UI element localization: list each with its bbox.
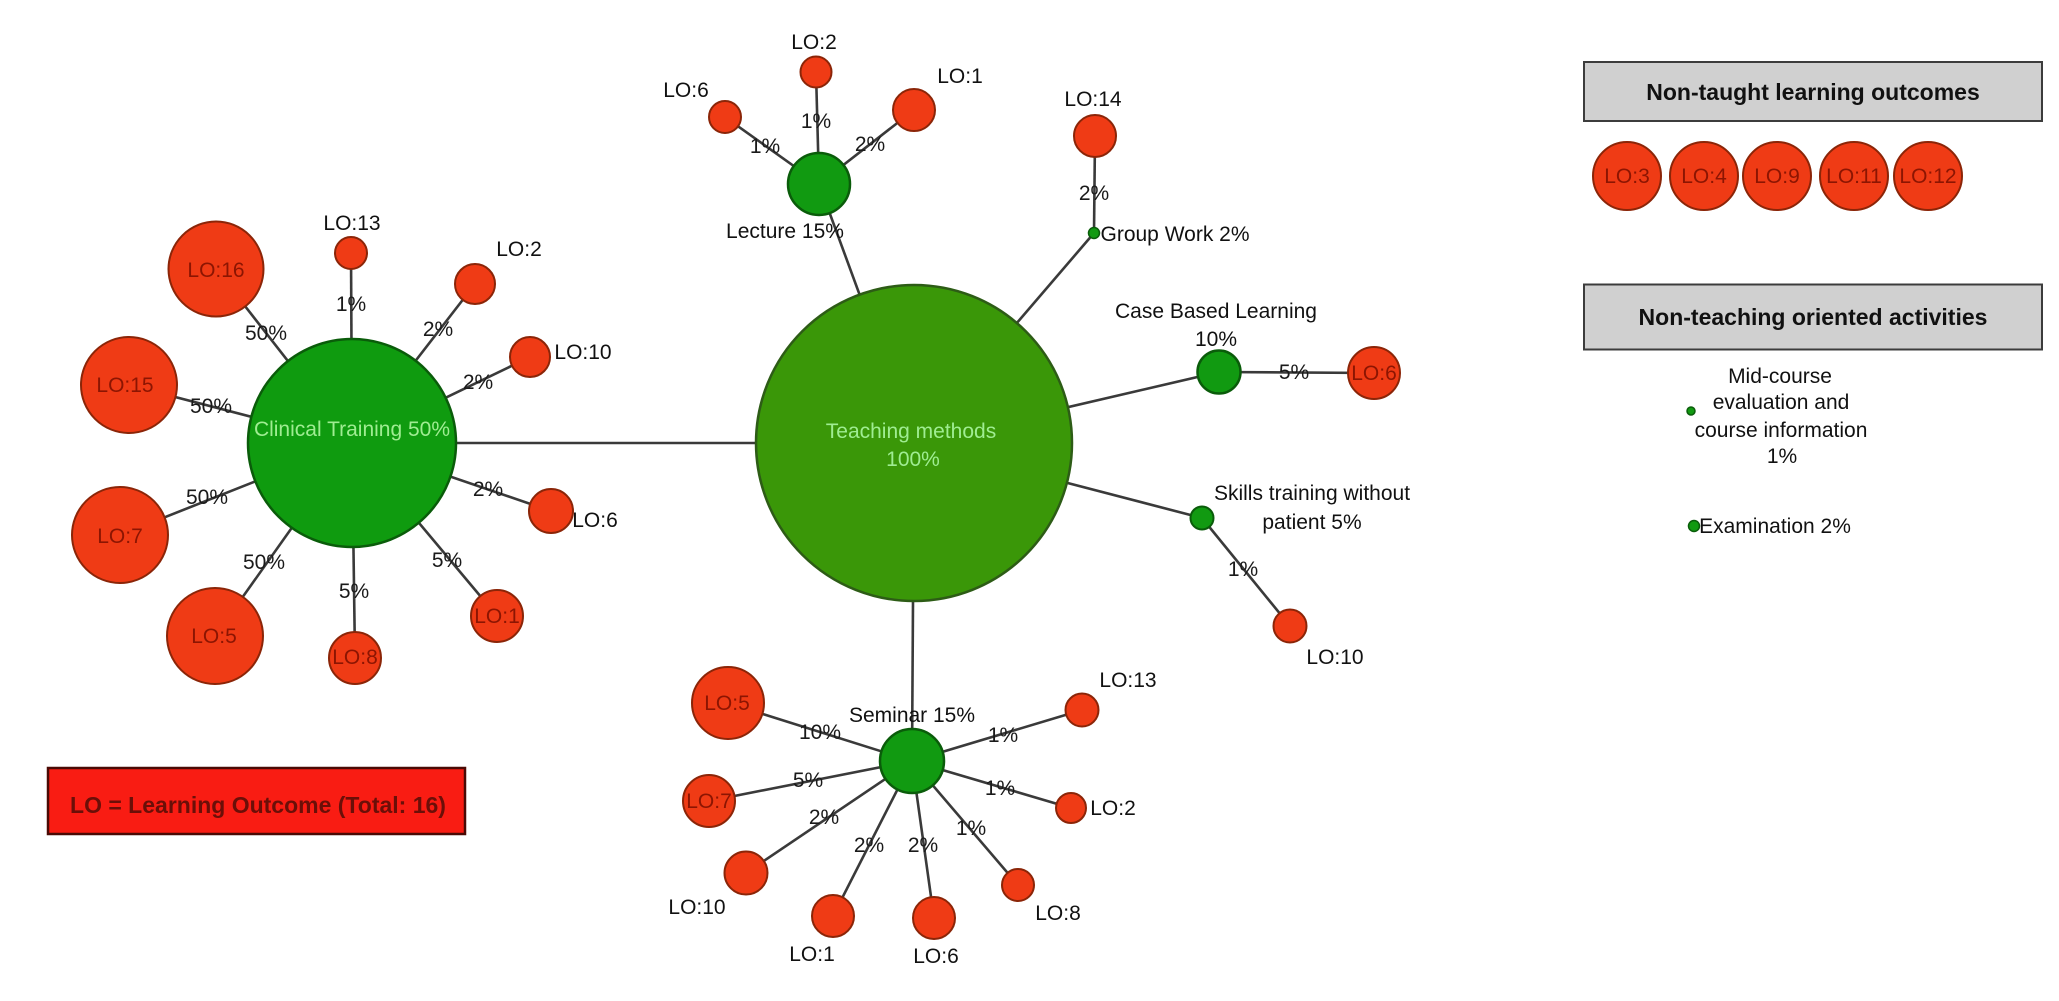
svg-text:LO:6: LO:6: [1351, 362, 1397, 385]
svg-text:2%: 2%: [855, 133, 885, 156]
svg-text:Group Work 2%: Group Work 2%: [1101, 223, 1250, 246]
svg-text:LO = Learning Outcome (Total:: LO = Learning Outcome (Total: 16): [70, 792, 446, 818]
svg-text:LO:5: LO:5: [191, 625, 237, 648]
svg-text:LO:15: LO:15: [96, 374, 153, 397]
svg-text:LO:2: LO:2: [791, 31, 837, 54]
svg-text:LO:10: LO:10: [668, 896, 725, 919]
svg-text:LO:2: LO:2: [1090, 797, 1136, 820]
svg-text:LO:1: LO:1: [474, 605, 520, 628]
svg-text:2%: 2%: [809, 806, 839, 829]
svg-text:1%: 1%: [1767, 445, 1797, 468]
svg-text:LO:7: LO:7: [97, 525, 143, 548]
svg-text:LO:5: LO:5: [704, 692, 750, 715]
svg-text:LO:16: LO:16: [187, 259, 244, 282]
svg-text:10%: 10%: [799, 721, 841, 744]
svg-text:5%: 5%: [793, 769, 823, 792]
svg-text:LO:12: LO:12: [1899, 165, 1956, 188]
svg-text:LO:7: LO:7: [686, 790, 732, 813]
svg-text:5%: 5%: [339, 580, 369, 603]
svg-text:Mid-course: Mid-course: [1728, 365, 1832, 388]
svg-text:Non-teaching oriented activiti: Non-teaching oriented activities: [1639, 304, 1988, 330]
svg-text:1%: 1%: [336, 293, 366, 316]
svg-text:1%: 1%: [988, 724, 1018, 747]
svg-text:Clinical Training 50%: Clinical Training 50%: [254, 418, 450, 441]
svg-text:1%: 1%: [750, 135, 780, 158]
svg-text:LO:8: LO:8: [332, 646, 378, 669]
svg-text:Examination 2%: Examination 2%: [1699, 515, 1851, 538]
svg-text:2%: 2%: [908, 834, 938, 857]
svg-text:50%: 50%: [190, 395, 232, 418]
svg-text:1%: 1%: [985, 777, 1015, 800]
svg-text:LO:1: LO:1: [937, 65, 983, 88]
svg-text:LO:8: LO:8: [1035, 902, 1081, 925]
svg-text:50%: 50%: [186, 486, 228, 509]
svg-text:Teaching methods: Teaching methods: [826, 420, 996, 443]
svg-text:1%: 1%: [1228, 558, 1258, 581]
svg-text:1%: 1%: [801, 110, 831, 133]
svg-text:LO:6: LO:6: [913, 945, 959, 968]
svg-text:5%: 5%: [1279, 361, 1309, 384]
svg-text:1%: 1%: [956, 817, 986, 840]
svg-text:LO:13: LO:13: [1099, 669, 1156, 692]
svg-text:50%: 50%: [243, 551, 285, 574]
svg-text:2%: 2%: [423, 318, 453, 341]
svg-text:100%: 100%: [886, 448, 940, 471]
svg-text:LO:11: LO:11: [1826, 165, 1882, 188]
svg-text:Seminar 15%: Seminar 15%: [849, 704, 975, 727]
svg-text:LO:4: LO:4: [1681, 165, 1727, 188]
svg-text:LO:13: LO:13: [323, 212, 380, 235]
svg-text:patient 5%: patient 5%: [1262, 511, 1361, 534]
svg-text:LO:6: LO:6: [663, 79, 709, 102]
svg-text:LO:6: LO:6: [572, 509, 618, 532]
svg-text:Lecture 15%: Lecture 15%: [726, 220, 844, 243]
svg-text:LO:14: LO:14: [1064, 88, 1122, 111]
svg-text:2%: 2%: [473, 478, 503, 501]
svg-text:LO:1: LO:1: [789, 943, 835, 966]
svg-text:LO:2: LO:2: [496, 238, 542, 261]
svg-text:course information: course information: [1695, 419, 1868, 442]
svg-text:LO:9: LO:9: [1754, 165, 1800, 188]
svg-text:2%: 2%: [854, 834, 884, 857]
svg-text:50%: 50%: [245, 322, 287, 345]
svg-text:LO:10: LO:10: [554, 341, 611, 364]
svg-text:2%: 2%: [1079, 182, 1109, 205]
svg-text:LO:3: LO:3: [1604, 165, 1650, 188]
svg-text:5%: 5%: [432, 549, 462, 572]
svg-text:2%: 2%: [463, 371, 493, 394]
svg-text:Skills training without: Skills training without: [1214, 482, 1410, 505]
svg-text:LO:10: LO:10: [1306, 646, 1363, 669]
svg-text:evaluation and: evaluation and: [1713, 391, 1850, 414]
svg-text:Case Based Learning: Case Based Learning: [1115, 300, 1317, 323]
svg-text:10%: 10%: [1195, 328, 1237, 351]
svg-text:Non-taught learning outcomes: Non-taught learning outcomes: [1646, 79, 1980, 105]
